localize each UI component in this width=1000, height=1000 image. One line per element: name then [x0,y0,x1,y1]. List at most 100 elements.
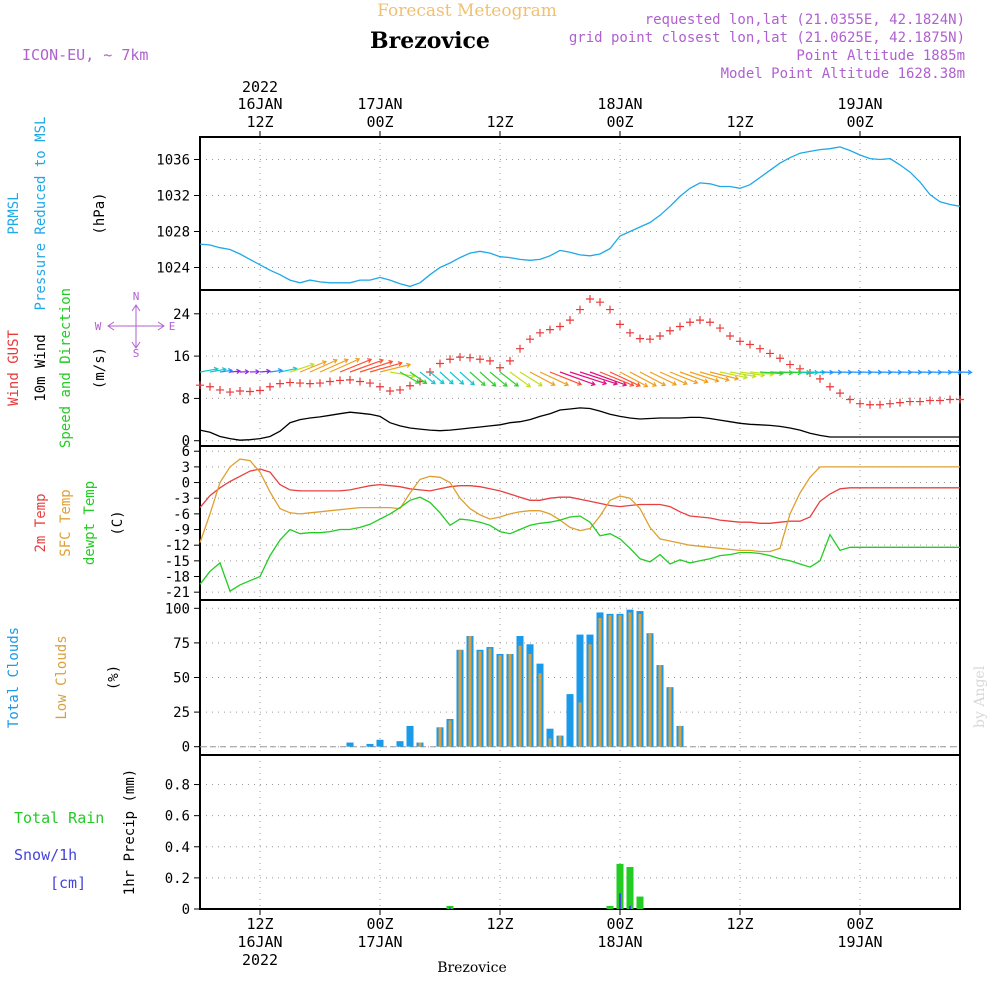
y-tick-label: 1028 [156,225,190,241]
gust-point [896,398,904,407]
y-tick-label: -21 [165,585,190,601]
wind-arrow [489,371,508,387]
wind-arrow [609,371,641,387]
gust-point [826,382,834,391]
wind-arrow [509,371,532,388]
wind-arrow [319,358,349,373]
wind-arrow [709,371,740,381]
wind-arrow [339,358,373,373]
top-x-label-hour: 12Z [246,113,273,131]
wind-arrow [959,369,973,375]
gust-point [296,379,304,388]
gust-point [506,356,514,365]
wind-arrow [909,369,923,375]
gust-point [706,318,714,327]
footer-location: Brezovice [437,960,507,976]
gust-point [556,322,564,331]
top-x-label-hour: 00Z [366,113,393,131]
gust-point [496,363,504,372]
sfc-temp-line [199,458,960,553]
low-cloud-bar [548,738,552,747]
y-tick-label: 1024 [156,261,190,277]
gust-point [726,332,734,341]
wind-arrow [679,371,709,384]
y-tick-label: -12 [165,538,190,554]
y-tick-label: -3 [173,491,190,507]
top-x-label-hour: 12Z [726,113,753,131]
gust-point [216,385,224,394]
wind-arrow [369,361,403,373]
top-x-label-hour: 00Z [846,113,873,131]
gust-point [846,395,854,404]
top-x-label-date: 18JAN [597,95,642,113]
gust-point [626,328,634,337]
y-tick-label: 24 [173,307,190,323]
gust-point [486,356,494,365]
low-cloud-bar [598,617,602,747]
wind-arrow [699,371,730,382]
gust-point [876,400,884,409]
rain-bar [606,905,614,909]
wind-arrow [569,371,608,386]
total-cloud-bar [376,739,384,747]
axis-label-wind-0: Wind GUST [6,330,22,406]
y-tick-label: 0.8 [165,778,190,794]
info-model-altitude: Model Point Altitude 1628.38m [721,66,965,82]
axis-label-temp-3: (C) [110,510,126,535]
gust-point [646,335,654,344]
top-x-label-hour: 12Z [486,113,513,131]
gust-point [666,326,674,335]
axis-label-clouds-2: (%) [106,665,122,690]
wind-arrow [839,369,853,375]
label-snow: Snow/1h [14,846,77,864]
wind-arrow [399,371,421,384]
wind-arrow [439,371,454,385]
gust-point [746,340,754,349]
wind-speed-line [199,407,960,441]
y-tick-label: 0 [182,902,190,918]
wind-arrow [869,369,883,375]
gust-point [636,334,644,343]
gust-point [606,305,614,314]
gust-point [316,379,324,388]
wind-arrow [589,371,628,387]
wind-arrow [939,369,953,375]
low-cloud-bar [588,644,592,747]
bottom-x-label-hour: 12Z [246,915,273,933]
wind-arrow [429,371,445,385]
wind-arrow [229,368,242,374]
t2m-line [199,468,960,524]
bottom-x-label-hour: 12Z [486,915,513,933]
low-cloud-bar [498,655,502,747]
wind-arrow [499,371,519,387]
low-cloud-bar [538,673,542,747]
wind-arrow [459,371,475,386]
wind-arrow [669,371,699,385]
gust-point [596,298,604,307]
top-x-label-date: 16JAN [237,95,282,113]
low-cloud-bar [678,725,682,747]
gust-point [716,324,724,333]
gust-point [686,318,694,327]
top-x-label-year: 2022 [242,78,278,96]
wind-arrow [529,371,556,386]
gust-point [926,396,934,405]
panel-precip: 0 0.2 0.4 0.6 0.8 Total Rain Snow/1h [cm] 1hr Pr… [14,754,961,918]
gust-point [546,325,554,334]
wind-arrow [419,371,436,385]
wind-arrow [899,369,913,375]
wind-compass: N S E W [95,290,176,360]
y-tick-label: 0 [182,476,190,492]
bottom-x-label-date: 17JAN [357,933,402,951]
y-tick-label: 16 [173,349,190,365]
gust-point [356,377,364,386]
low-cloud-bar [448,720,452,747]
gust-point [336,376,344,385]
total-cloud-bar [546,728,554,747]
bottom-x-label-year: 2022 [242,951,278,969]
panel-wind: 0 8 16 24 Wind GUST 10m Wind Speed and Directi… [6,288,961,450]
y-tick-label: 0.6 [165,809,190,825]
gust-point [196,381,204,390]
gust-point [476,355,484,364]
